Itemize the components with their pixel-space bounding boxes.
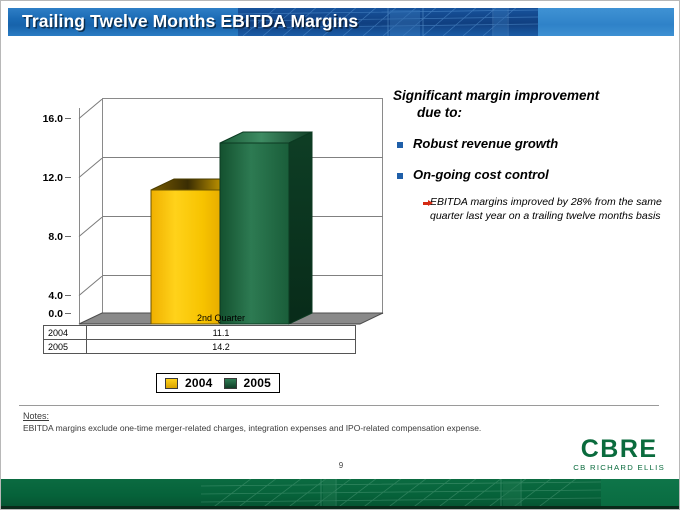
logo-primary-text: CBRE xyxy=(580,435,658,463)
content-heading-line1: Significant margin improvement xyxy=(393,88,600,103)
table-row-label-2005: 2005 xyxy=(44,340,87,353)
page-number: 9 xyxy=(338,461,344,470)
table-row: 2004 11.1 xyxy=(43,325,356,340)
sub-bullet-item: EBITDA margins improved by 28% from the … xyxy=(393,196,675,223)
bar-series-2005[interactable] xyxy=(15,47,383,337)
plot-top-edge xyxy=(102,98,383,99)
content-panel: Significant margin improvement due to: R… xyxy=(393,87,675,223)
notes-body: EBITDA margins exclude one-time merger-r… xyxy=(23,423,482,433)
y-tick-label-16: 16.0 xyxy=(42,113,63,125)
logo-secondary-text: CB RICHARD ELLIS xyxy=(573,463,665,472)
y-tick-label-12: 12.0 xyxy=(42,172,63,184)
page-title: Trailing Twelve Months EBITDA Margins xyxy=(22,11,359,31)
title-bar-right-panel xyxy=(538,8,674,36)
footer-green-right-panel xyxy=(601,479,679,509)
legend-swatch-2004 xyxy=(165,377,178,389)
ebitda-margin-chart: 16.0 12.0 8.0 4.0 0.0 xyxy=(15,47,384,337)
bullet-text: On-going cost control xyxy=(413,167,549,182)
content-heading-line2: due to: xyxy=(417,105,462,120)
y-tick-16 xyxy=(65,118,71,119)
sub-bullet-text: EBITDA margins improved by 28% from the … xyxy=(430,196,662,222)
legend-label-2005: 2005 xyxy=(243,376,271,390)
table-header-blank xyxy=(43,312,86,325)
footer-green-bar xyxy=(1,479,679,509)
table-row-label-2004: 2004 xyxy=(44,326,87,339)
plot-back-right-edge xyxy=(382,98,383,313)
legend-swatch-2005 xyxy=(223,377,237,389)
square-bullet-icon xyxy=(397,142,403,148)
y-axis-line xyxy=(79,108,80,323)
bullet-item: On-going cost control xyxy=(393,167,675,183)
notes-label: Notes: xyxy=(23,411,50,421)
notes-divider xyxy=(19,405,659,406)
content-heading: Significant margin improvement due to: xyxy=(393,87,675,121)
table-row: 2005 14.2 xyxy=(43,340,356,354)
y-tick-0 xyxy=(65,313,71,314)
slide-title-bar: Trailing Twelve Months EBITDA Margins xyxy=(8,8,674,36)
y-tick-4 xyxy=(65,295,71,296)
cbre-logo: CBRE CB RICHARD ELLIS xyxy=(573,435,665,473)
y-tick-label-8: 8.0 xyxy=(48,231,63,243)
y-tick-label-4: 4.0 xyxy=(48,290,63,302)
y-tick-label-0: 0.0 xyxy=(48,308,63,320)
chart-legend[interactable]: 2004 2005 xyxy=(156,373,280,393)
footer-building-pattern-icon xyxy=(201,479,601,509)
legend-label-2004: 2004 xyxy=(185,376,213,390)
bullet-item: Robust revenue growth xyxy=(393,136,675,152)
plot-back-left-edge xyxy=(102,98,103,313)
table-column-header: 2nd Quarter xyxy=(196,313,246,323)
building-pattern-icon xyxy=(238,8,538,36)
y-tick-12 xyxy=(65,177,71,178)
bullet-text: Robust revenue growth xyxy=(413,136,559,151)
y-tick-8 xyxy=(65,236,71,237)
footer-black-strip xyxy=(1,506,679,509)
square-bullet-icon xyxy=(397,173,403,179)
data-table: 2nd Quarter 2004 11.1 2005 14.2 xyxy=(43,312,356,354)
notes-section: Notes: EBITDA margins exclude one-time m… xyxy=(23,410,623,434)
table-header-row: 2nd Quarter xyxy=(43,312,356,325)
table-row-value-2005: 14.2 xyxy=(212,341,230,352)
table-row-value-2004: 11.1 xyxy=(212,327,230,338)
